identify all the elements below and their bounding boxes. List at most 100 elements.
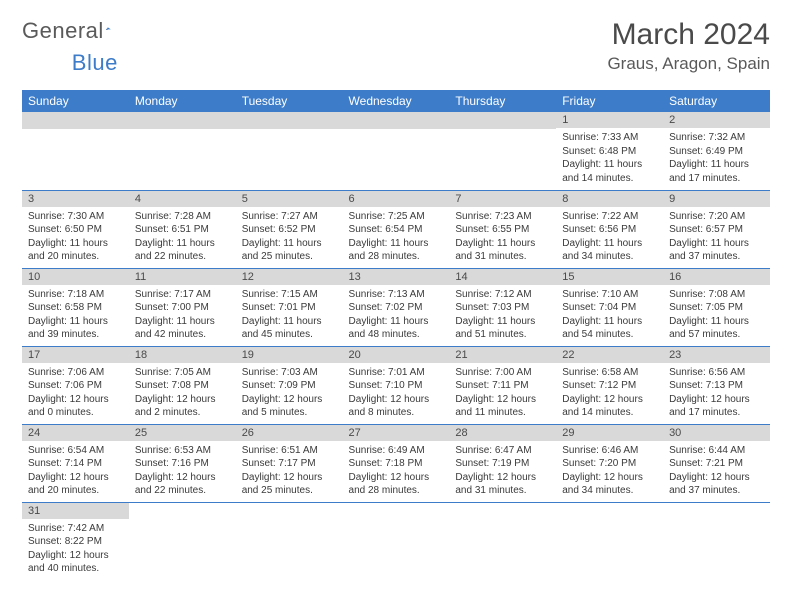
calendar-cell: 16Sunrise: 7:08 AMSunset: 7:05 PMDayligh… [663,268,770,346]
calendar-cell: 7Sunrise: 7:23 AMSunset: 6:55 PMDaylight… [449,190,556,268]
day-daylight: Daylight: 12 hours and 31 minutes. [455,471,550,498]
calendar-cell: 25Sunrise: 6:53 AMSunset: 7:16 PMDayligh… [129,424,236,502]
day-sunset: Sunset: 7:12 PM [562,379,657,393]
day-sunrise: Sunrise: 7:13 AM [349,288,444,302]
day-sunrise: Sunrise: 7:30 AM [28,210,123,224]
day-daylight: Daylight: 11 hours and 31 minutes. [455,237,550,264]
calendar-cell: 31Sunrise: 7:42 AMSunset: 8:22 PMDayligh… [22,502,129,580]
day-content: Sunrise: 6:54 AMSunset: 7:14 PMDaylight:… [22,441,129,502]
brand-logo: General [22,18,132,44]
day-sunrise: Sunrise: 7:20 AM [669,210,764,224]
day-daylight: Daylight: 12 hours and 34 minutes. [562,471,657,498]
day-sunset: Sunset: 7:09 PM [242,379,337,393]
day-sunrise: Sunrise: 7:01 AM [349,366,444,380]
day-daylight: Daylight: 11 hours and 37 minutes. [669,237,764,264]
calendar-cell [236,502,343,580]
day-content: Sunrise: 7:13 AMSunset: 7:02 PMDaylight:… [343,285,450,346]
calendar-row: 3Sunrise: 7:30 AMSunset: 6:50 PMDaylight… [22,190,770,268]
day-sunrise: Sunrise: 7:00 AM [455,366,550,380]
day-number: 10 [22,269,129,285]
day-number: 24 [22,425,129,441]
calendar-cell: 19Sunrise: 7:03 AMSunset: 7:09 PMDayligh… [236,346,343,424]
calendar-cell: 11Sunrise: 7:17 AMSunset: 7:00 PMDayligh… [129,268,236,346]
empty-daynum [343,112,450,129]
day-content: Sunrise: 7:23 AMSunset: 6:55 PMDaylight:… [449,207,556,268]
day-daylight: Daylight: 12 hours and 22 minutes. [135,471,230,498]
day-sunrise: Sunrise: 6:56 AM [669,366,764,380]
day-daylight: Daylight: 11 hours and 42 minutes. [135,315,230,342]
day-sunrise: Sunrise: 7:33 AM [562,131,657,145]
day-sunset: Sunset: 7:02 PM [349,301,444,315]
calendar-cell [663,502,770,580]
day-number: 12 [236,269,343,285]
calendar-cell: 15Sunrise: 7:10 AMSunset: 7:04 PMDayligh… [556,268,663,346]
day-content: Sunrise: 6:58 AMSunset: 7:12 PMDaylight:… [556,363,663,424]
day-sunrise: Sunrise: 7:12 AM [455,288,550,302]
dayhead-monday: Monday [129,90,236,112]
calendar-cell: 9Sunrise: 7:20 AMSunset: 6:57 PMDaylight… [663,190,770,268]
day-sunrise: Sunrise: 6:47 AM [455,444,550,458]
day-daylight: Daylight: 11 hours and 45 minutes. [242,315,337,342]
day-sunset: Sunset: 6:57 PM [669,223,764,237]
day-content: Sunrise: 7:42 AMSunset: 8:22 PMDaylight:… [22,519,129,580]
calendar-head: SundayMondayTuesdayWednesdayThursdayFrid… [22,90,770,112]
dayhead-friday: Friday [556,90,663,112]
calendar-cell: 18Sunrise: 7:05 AMSunset: 7:08 PMDayligh… [129,346,236,424]
day-number: 31 [22,503,129,519]
calendar-cell: 12Sunrise: 7:15 AMSunset: 7:01 PMDayligh… [236,268,343,346]
day-number: 5 [236,191,343,207]
calendar-cell: 28Sunrise: 6:47 AMSunset: 7:19 PMDayligh… [449,424,556,502]
day-sunset: Sunset: 7:20 PM [562,457,657,471]
day-sunset: Sunset: 7:13 PM [669,379,764,393]
day-daylight: Daylight: 11 hours and 51 minutes. [455,315,550,342]
day-sunrise: Sunrise: 7:03 AM [242,366,337,380]
calendar-cell [343,502,450,580]
day-content: Sunrise: 7:18 AMSunset: 6:58 PMDaylight:… [22,285,129,346]
calendar-cell: 2Sunrise: 7:32 AMSunset: 6:49 PMDaylight… [663,112,770,190]
calendar-cell [343,112,450,190]
day-content: Sunrise: 7:05 AMSunset: 7:08 PMDaylight:… [129,363,236,424]
day-daylight: Daylight: 12 hours and 37 minutes. [669,471,764,498]
day-number: 16 [663,269,770,285]
day-sunset: Sunset: 7:01 PM [242,301,337,315]
day-number: 7 [449,191,556,207]
calendar-cell: 24Sunrise: 6:54 AMSunset: 7:14 PMDayligh… [22,424,129,502]
calendar-cell [449,502,556,580]
day-content: Sunrise: 7:15 AMSunset: 7:01 PMDaylight:… [236,285,343,346]
day-content: Sunrise: 6:51 AMSunset: 7:17 PMDaylight:… [236,441,343,502]
day-number: 14 [449,269,556,285]
calendar-row: 24Sunrise: 6:54 AMSunset: 7:14 PMDayligh… [22,424,770,502]
day-sunrise: Sunrise: 7:27 AM [242,210,337,224]
day-daylight: Daylight: 12 hours and 11 minutes. [455,393,550,420]
day-sunset: Sunset: 8:22 PM [28,535,123,549]
day-sunrise: Sunrise: 7:18 AM [28,288,123,302]
day-sunset: Sunset: 7:16 PM [135,457,230,471]
empty-daynum [22,112,129,129]
brand-name-part2: Blue [72,50,118,76]
day-daylight: Daylight: 12 hours and 2 minutes. [135,393,230,420]
day-content: Sunrise: 7:06 AMSunset: 7:06 PMDaylight:… [22,363,129,424]
day-daylight: Daylight: 11 hours and 25 minutes. [242,237,337,264]
day-daylight: Daylight: 12 hours and 5 minutes. [242,393,337,420]
dayhead-thursday: Thursday [449,90,556,112]
calendar-cell: 22Sunrise: 6:58 AMSunset: 7:12 PMDayligh… [556,346,663,424]
day-number: 29 [556,425,663,441]
day-daylight: Daylight: 11 hours and 14 minutes. [562,158,657,185]
day-sunset: Sunset: 7:14 PM [28,457,123,471]
day-sunrise: Sunrise: 6:49 AM [349,444,444,458]
day-content: Sunrise: 7:22 AMSunset: 6:56 PMDaylight:… [556,207,663,268]
title-block: March 2024 Graus, Aragon, Spain [607,18,770,74]
day-daylight: Daylight: 11 hours and 34 minutes. [562,237,657,264]
day-number: 3 [22,191,129,207]
day-content: Sunrise: 7:30 AMSunset: 6:50 PMDaylight:… [22,207,129,268]
flag-icon [106,20,111,38]
day-sunset: Sunset: 7:06 PM [28,379,123,393]
dayhead-wednesday: Wednesday [343,90,450,112]
day-daylight: Daylight: 12 hours and 20 minutes. [28,471,123,498]
day-sunset: Sunset: 6:54 PM [349,223,444,237]
day-sunrise: Sunrise: 7:28 AM [135,210,230,224]
dayhead-saturday: Saturday [663,90,770,112]
day-sunrise: Sunrise: 7:22 AM [562,210,657,224]
day-sunset: Sunset: 7:17 PM [242,457,337,471]
day-number: 15 [556,269,663,285]
